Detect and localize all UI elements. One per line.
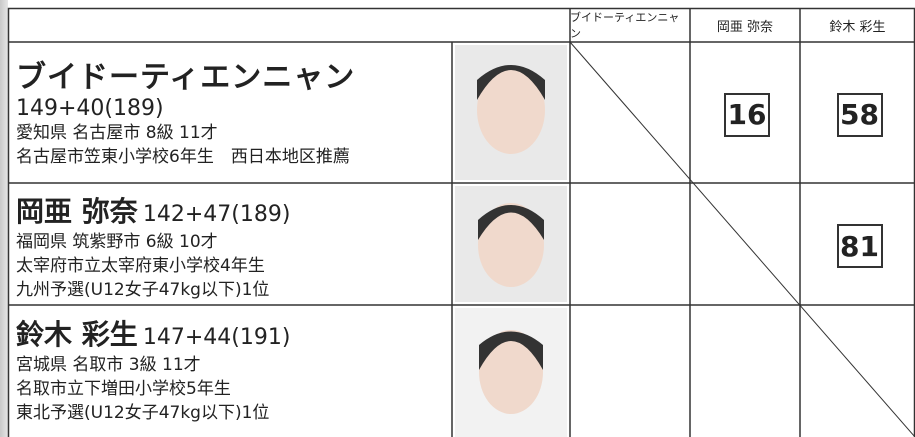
photos [455, 45, 567, 437]
detail: 太宰府市立太宰府東小学校4年生 [16, 256, 265, 276]
measure: 147+44(191) [142, 325, 291, 350]
score: 16 [724, 92, 770, 137]
header-cell: ブイドーティエンニャン [570, 11, 680, 40]
header-cell: 岡亜 弥奈 [716, 19, 774, 35]
name: 岡亜 弥奈 [16, 195, 138, 228]
score: 81 [836, 224, 883, 268]
entry: 岡亜 弥奈 142+47(189) 福岡県 筑紫野市 6級 10才 太宰府市立太… [16, 190, 290, 302]
measure: 142+47(189) [142, 202, 291, 227]
header-cell: 鈴木 彩生 [829, 19, 886, 35]
detail: 愛知県 名古屋市 8級 11才 [16, 123, 218, 143]
name: ブイドーティエンニャン [16, 60, 356, 95]
detail: 名取市立下増田小学校5年生 [16, 379, 231, 399]
entry: ブイドーティエンニャン 149+40(189) 愛知県 名古屋市 8級 11才 … [16, 52, 355, 169]
name: 鈴木 彩生 [16, 318, 138, 351]
score: 58 [836, 92, 883, 137]
measure: 149+40(189) [16, 96, 164, 121]
detail: 東北予選(U12女子47kg以下)1位 [16, 403, 270, 423]
detail: 福岡県 筑紫野市 6級 10才 [16, 232, 218, 252]
edge-texture [0, 0, 8, 437]
detail: 九州予選(U12女子47kg以下)1位 [16, 280, 270, 300]
entry: 鈴木 彩生 147+44(191) 宮城県 名取市 3級 11才 名取市立下増田… [16, 313, 290, 425]
detail: 宮城県 名取市 3級 11才 [16, 355, 201, 375]
detail: 名古屋市笠東小学校6年生 西日本地区推薦 [16, 147, 350, 167]
